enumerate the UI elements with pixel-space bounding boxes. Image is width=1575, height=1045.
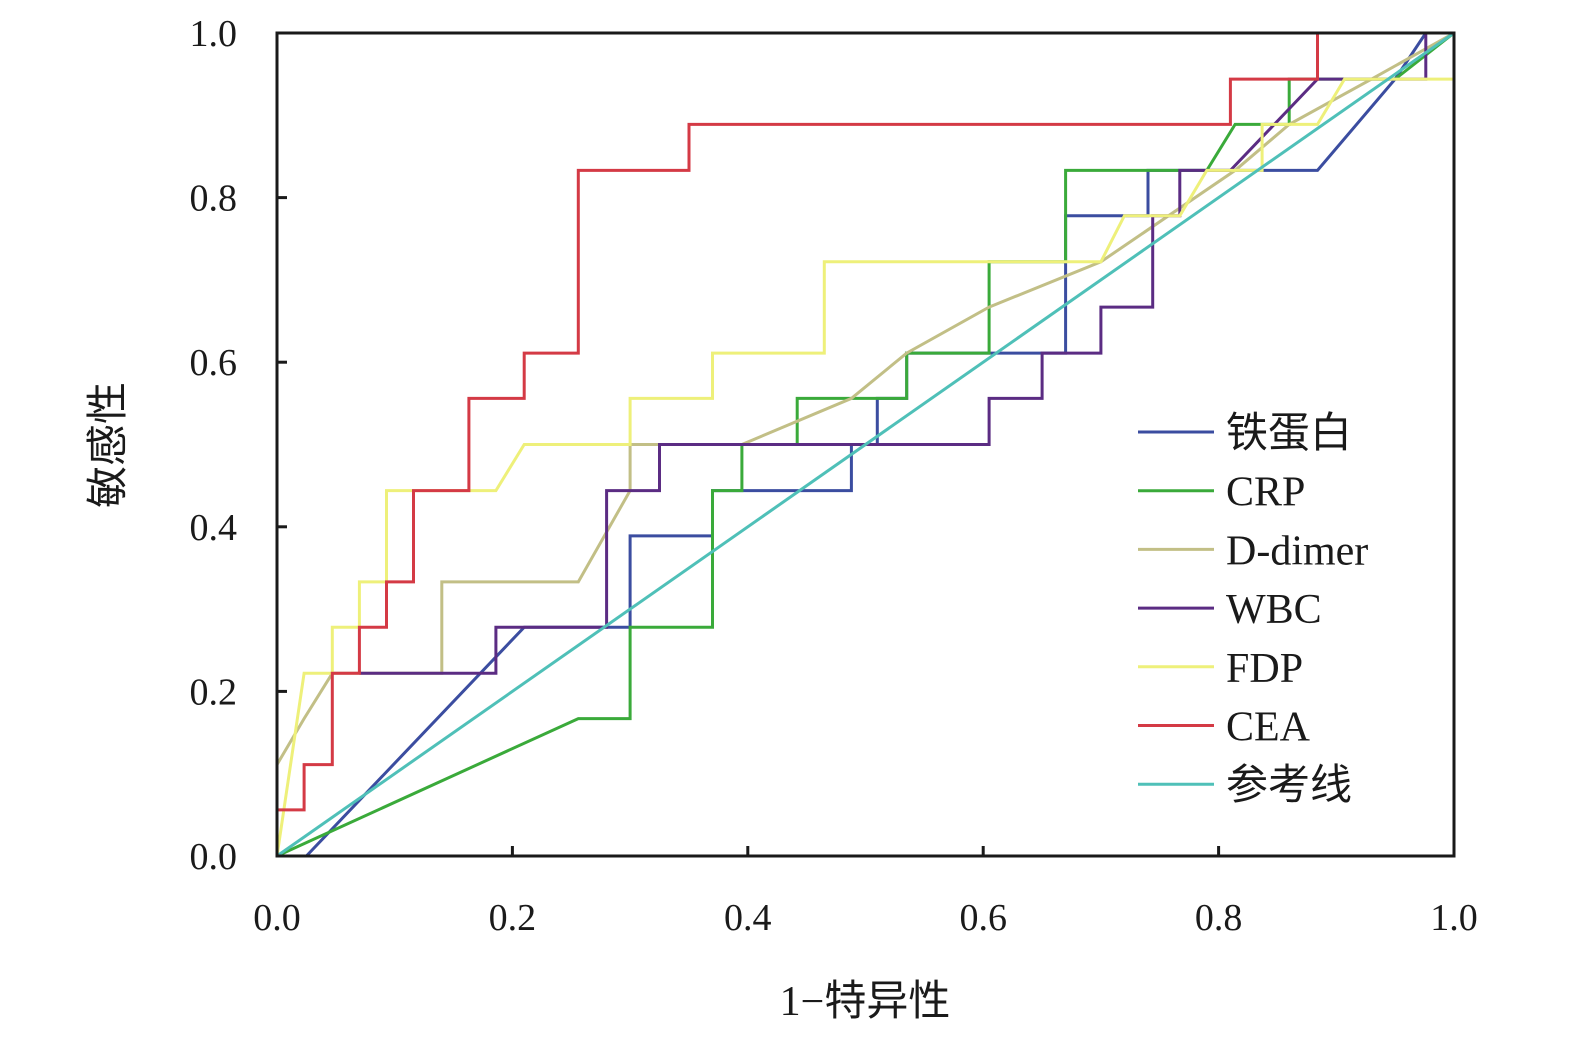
legend-label-1: CRP [1226, 470, 1305, 516]
series-line-4 [275, 33, 1456, 857]
tick-layer: 0.0 0.2 0.4 0.6 0.8 1.0 0.0 0.2 0.4 0.6 0.8 1.0 [190, 13, 1478, 939]
legend-label-5: CEA [1226, 705, 1311, 751]
series-line-5 [275, 31, 1454, 856]
y-tick-label: 0.0 [190, 836, 238, 878]
x-axis-title: 1−特异性 [780, 979, 951, 1025]
legend-label-2: D-dimer [1226, 528, 1368, 574]
plot-frame [275, 31, 1456, 858]
x-tick-label: 0.8 [1195, 897, 1243, 939]
y-axis-title: 敏感性 [86, 382, 132, 508]
legend-label-3: WBC [1226, 587, 1322, 633]
x-tick-label: 1.0 [1430, 897, 1478, 939]
y-tick-label: 0.8 [190, 178, 238, 220]
x-tick-label: 0.6 [959, 897, 1007, 939]
y-tick-label: 0.4 [190, 507, 238, 549]
series-line-6 [276, 31, 1455, 858]
legend-label-6: 参考线 [1226, 762, 1352, 809]
series-layer [275, 31, 1456, 858]
x-tick-label: 0.2 [489, 897, 537, 939]
y-tick-label: 1.0 [190, 13, 238, 55]
legend-label-4: FDP [1226, 646, 1303, 692]
y-tick-label: 0.2 [190, 671, 238, 713]
legend: 铁蛋白 CRP D-dimer WBC FDP CEA 参考线 [1138, 411, 1368, 809]
x-tick-label: 0.4 [724, 897, 772, 939]
x-tick-label: 0.0 [253, 897, 301, 939]
legend-label-0: 铁蛋白 [1226, 411, 1352, 457]
y-tick-label: 0.6 [190, 342, 238, 384]
